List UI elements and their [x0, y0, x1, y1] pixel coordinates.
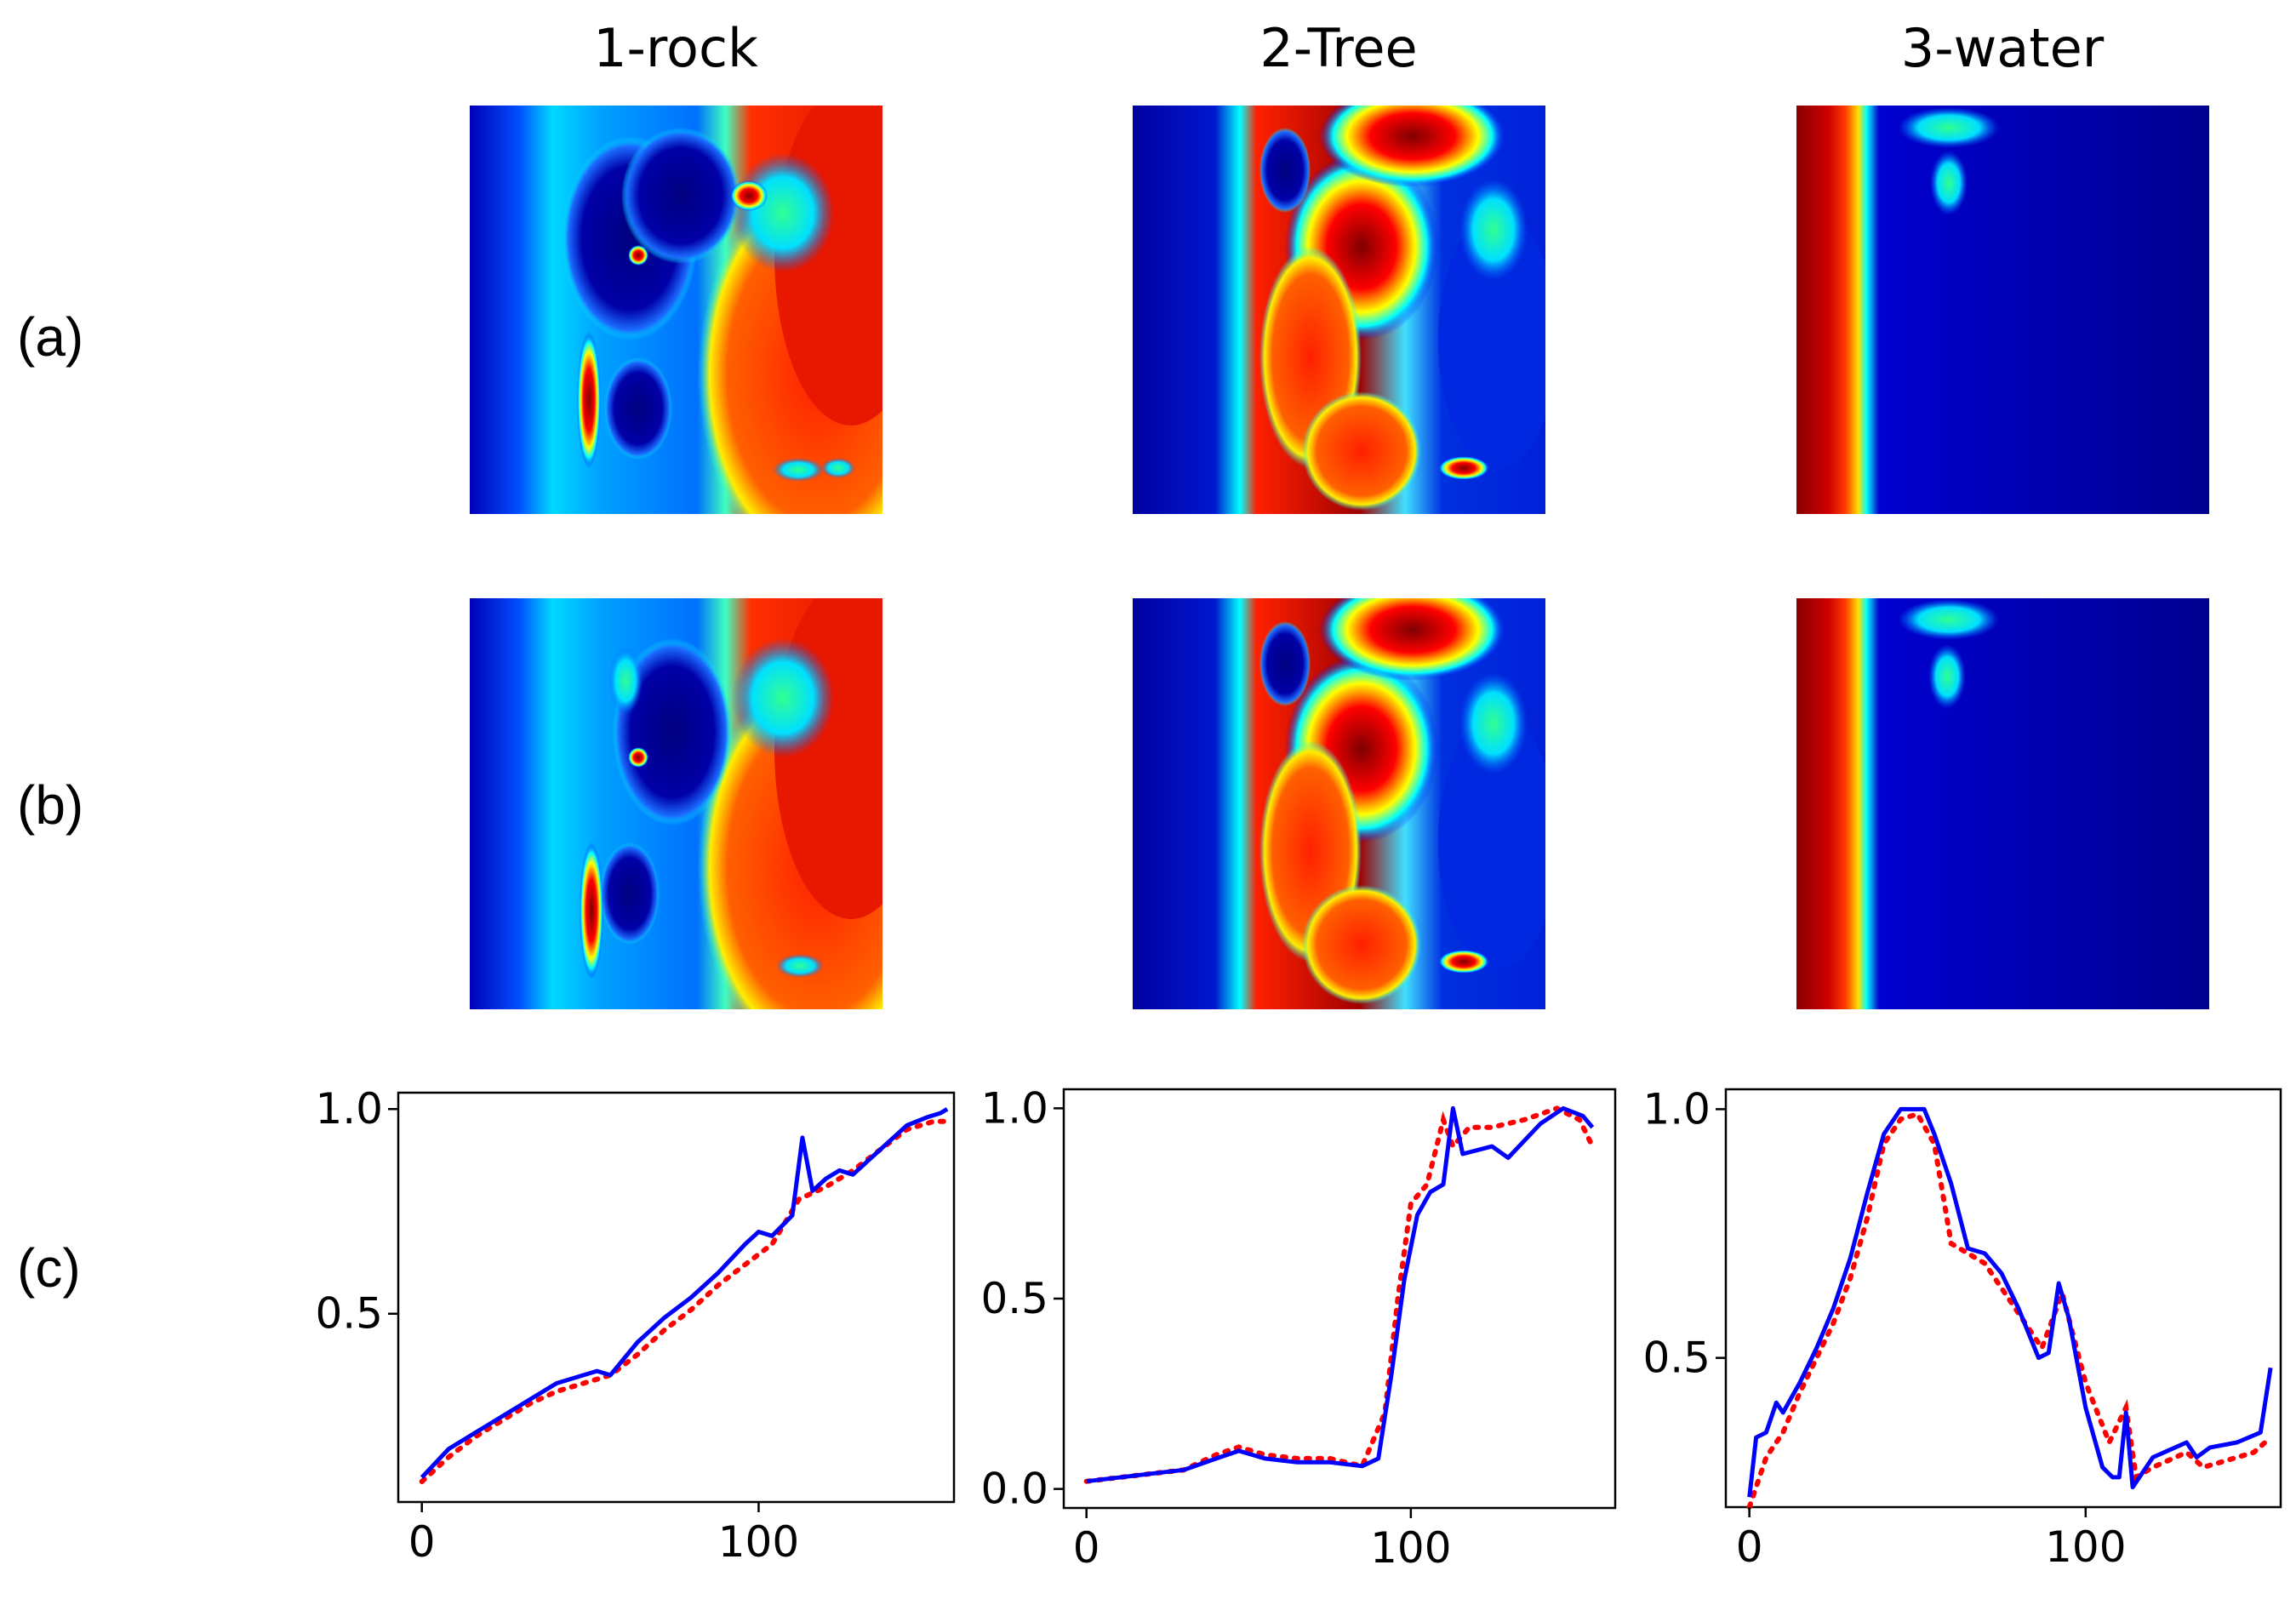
- y-tick-label-water: 1.0: [1642, 1084, 1711, 1134]
- axes-frame-tree: [1062, 1088, 1617, 1510]
- x-tick-label-rock: 0: [408, 1517, 436, 1567]
- x-tick-label-tree: 0: [1073, 1523, 1100, 1573]
- y-tick-label-water: 0.5: [1642, 1334, 1711, 1383]
- heatmap-b-rock: [470, 598, 882, 1009]
- line-plot-rock: 0 100 0.5 1.0: [315, 1084, 956, 1567]
- heatmap-b-tree: [1133, 598, 1545, 1009]
- series-estimated-line-water: [1746, 1111, 2274, 1510]
- heatmap-a-water: [1796, 106, 2209, 514]
- x-tick-label-water: 0: [1736, 1522, 1763, 1572]
- row-label-b: (b): [17, 774, 83, 836]
- x-tick-label-water: 100: [2045, 1522, 2126, 1572]
- line-plot-tree: 0 100 0.0 0.5 1.0: [980, 1083, 1617, 1573]
- y-tick-label-rock: 1.0: [315, 1084, 383, 1134]
- series-reference-line-rock: [420, 1107, 949, 1479]
- axes-frame-rock: [397, 1091, 956, 1504]
- row-label-c: (c): [17, 1237, 81, 1299]
- y-tick-label-tree: 0.5: [980, 1274, 1048, 1323]
- row-label-a: (a): [17, 306, 83, 368]
- x-tick-label-tree: 100: [1370, 1523, 1451, 1573]
- series-reference-line-tree: [1086, 1105, 1595, 1484]
- column-title-water: 3-water: [1901, 17, 2105, 79]
- axes-frame-water: [1724, 1088, 2282, 1509]
- series-estimated-line-tree: [1083, 1105, 1596, 1484]
- heatmap-b-water: [1796, 598, 2209, 1009]
- y-tick-label-rock: 0.5: [315, 1289, 383, 1339]
- column-title-tree: 2-Tree: [1259, 17, 1417, 79]
- heatmap-a-rock: [470, 106, 882, 514]
- y-tick-label-tree: 0.0: [980, 1465, 1048, 1514]
- x-tick-label-rock: 100: [718, 1517, 799, 1567]
- column-title-rock: 1-rock: [593, 17, 758, 79]
- series-reference-line-water: [1747, 1106, 2273, 1498]
- line-plot-water: 0 100 0.5 1.0: [1642, 1084, 2282, 1572]
- heatmap-a-tree: [1133, 106, 1545, 514]
- y-tick-label-tree: 1.0: [980, 1083, 1048, 1133]
